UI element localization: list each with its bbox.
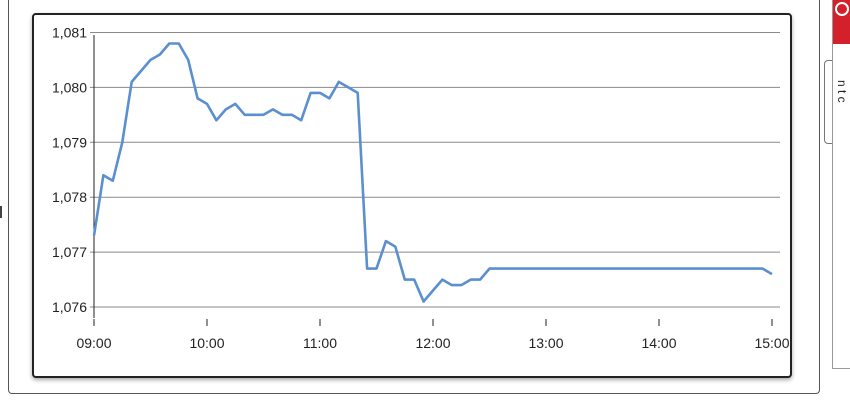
- y-tick-label: 1,077: [52, 244, 87, 260]
- y-tick-labels: 1,076 1,077 1,078 1,079 1,080 1,081: [52, 24, 87, 315]
- y-tick-label: 1,076: [52, 299, 87, 315]
- line-chart: 1,076 1,077 1,078 1,079 1,080 1,081 09:00 10:0…: [52, 24, 790, 351]
- side-panel-text: n t c: [835, 80, 849, 103]
- y-tick-label: 1,079: [52, 134, 87, 150]
- x-tick-label: 15:00: [754, 335, 789, 351]
- x-tick-label: 09:00: [76, 335, 111, 351]
- y-tick-label: 1,081: [52, 24, 87, 40]
- axes: [93, 35, 773, 326]
- x-tick-label: 13:00: [528, 335, 563, 351]
- y-tick-label: 1,080: [52, 79, 87, 95]
- y-tick-label: 1,078: [52, 189, 87, 205]
- x-tick-label: 10:00: [189, 335, 224, 351]
- chart-card: 1,076 1,077 1,078 1,079 1,080 1,081 09:00 10:0…: [32, 13, 792, 378]
- x-tick-labels: 09:00 10:00 11:00 12:00 13:00 14:00 15:00: [76, 335, 789, 351]
- search-icon[interactable]: [835, 2, 849, 16]
- side-panel[interactable]: n t c: [832, 0, 850, 369]
- frame-tick-mark: [0, 206, 2, 218]
- outer-frame: [8, 0, 820, 394]
- x-tick-label: 11:00: [303, 335, 337, 351]
- side-badge[interactable]: [833, 0, 850, 44]
- x-tick-label: 14:00: [641, 335, 676, 351]
- side-panel-notch: [824, 60, 834, 144]
- series-line: [92, 42, 773, 303]
- grid-lines: [90, 31, 780, 308]
- x-tick-label: 12:00: [415, 335, 450, 351]
